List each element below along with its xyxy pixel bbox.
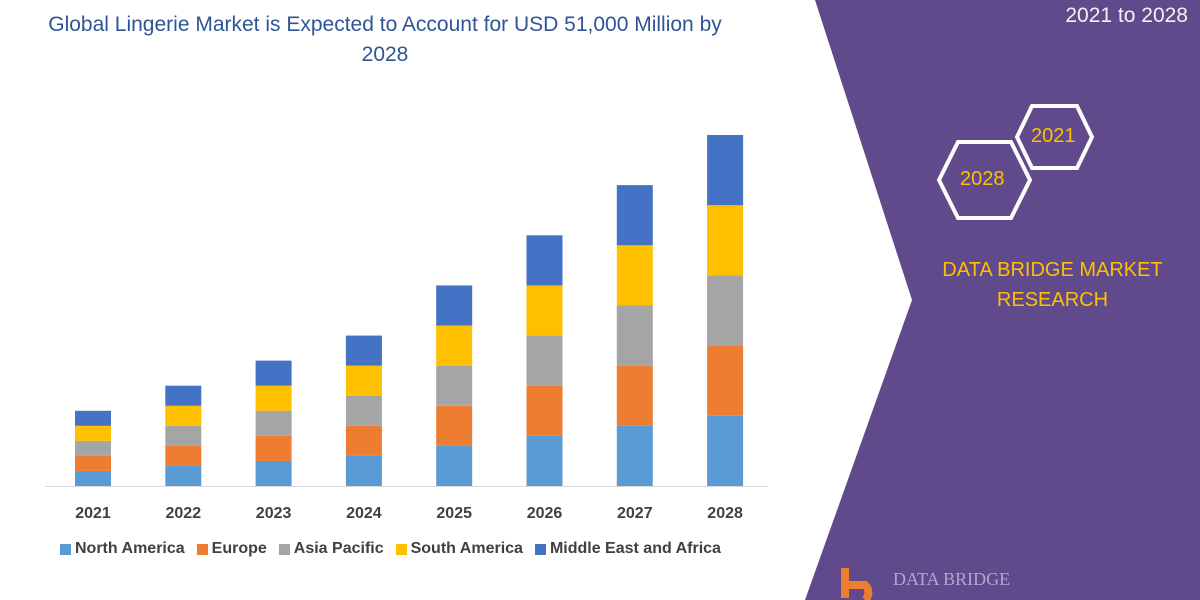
bar-2025-europe [436, 405, 473, 446]
hexagon-2028-icon [936, 140, 1033, 220]
hex-label-2021: 2021 [1031, 125, 1076, 147]
bar-2026-asia-pacific [526, 335, 563, 386]
bar-2024-asia-pacific [345, 395, 382, 426]
bar-2025-north-america [436, 445, 473, 486]
legend: North America Europe Asia Pacific South Ame… [60, 540, 721, 558]
bar-2021-south-america [75, 425, 111, 441]
bar-2024-north-america [345, 455, 382, 486]
legend-label: North America [75, 540, 185, 557]
hexagon-2021-icon [1014, 104, 1095, 170]
bar-2025-middle-east-and-africa [436, 285, 473, 326]
x-tick-label: 2025 [436, 505, 472, 522]
legend-label: Europe [211, 540, 267, 557]
bar-2025-south-america [436, 325, 473, 366]
legend-item: South America [395, 540, 523, 558]
bar-2028-middle-east-and-africa [707, 135, 744, 206]
bar-2022-asia-pacific [165, 425, 202, 446]
brand-name: DATA BRIDGE MARKET RESEARCH [942, 259, 1163, 311]
bar-2021-middle-east-and-africa [75, 410, 111, 426]
purple-panel-shape [805, 0, 1200, 600]
bar-2022-north-america [165, 465, 202, 486]
x-tick-label: 2028 [707, 505, 743, 522]
legend-item: Europe [196, 540, 267, 558]
x-tick-label: 2024 [346, 505, 382, 522]
data-bridge-logo: DATA BRIDGE [841, 568, 1010, 600]
legend-swatch [60, 543, 71, 555]
period-text: 2021 to 2028 [1065, 4, 1188, 27]
bar-2027-south-america [616, 245, 653, 306]
bar-2023-asia-pacific [255, 410, 292, 436]
bar-2024-south-america [345, 365, 382, 396]
stacked-bar-chart: 2021 2022 2023 2024 2025 2026 2027 2028 [45, 135, 768, 522]
bar-2027-north-america [616, 425, 653, 486]
bar-2026-middle-east-and-africa [526, 235, 563, 286]
hex-label-2028: 2028 [960, 168, 1005, 190]
bar-2021-asia-pacific [75, 440, 111, 456]
legend-label: Middle East and Africa [549, 540, 721, 557]
bar-2027-asia-pacific [616, 305, 653, 366]
bar-2022-south-america [165, 405, 202, 426]
bar-2028-asia-pacific [707, 275, 744, 346]
legend-label: Asia Pacific [293, 540, 384, 557]
x-tick-label: 2022 [166, 505, 202, 522]
bar-2024-middle-east-and-africa [345, 335, 382, 366]
x-tick-label: 2021 [75, 505, 111, 522]
legend-swatch [278, 543, 290, 555]
bar-2028-europe [707, 345, 744, 416]
legend-item: Middle East and Africa [534, 540, 721, 558]
bar-2022-europe [165, 445, 202, 466]
bar-2028-north-america [707, 415, 744, 486]
x-tick-label: 2023 [256, 505, 292, 522]
bar-2026-south-america [526, 285, 563, 336]
bar-2023-europe [255, 435, 292, 461]
bar-2025-asia-pacific [436, 365, 473, 406]
bar-2026-north-america [526, 435, 563, 486]
legend-item: North America [60, 540, 185, 558]
bar-2026-europe [526, 385, 563, 436]
x-tick-label: 2026 [527, 505, 563, 522]
legend-label: South America [410, 540, 523, 557]
bar-2027-middle-east-and-africa [616, 185, 653, 246]
bar-2028-south-america [707, 205, 744, 276]
legend-swatch [534, 543, 546, 555]
bar-2023-south-america [255, 385, 292, 411]
chart-title: Global Lingerie Market is Expected to Ac… [48, 13, 722, 66]
legend-swatch [196, 543, 208, 555]
legend-item: Asia Pacific [278, 540, 384, 558]
bar-2021-north-america [75, 470, 111, 486]
legend-swatch [395, 543, 407, 555]
logo-text: DATA BRIDGE [893, 569, 1010, 589]
x-tick-label: 2027 [617, 505, 653, 522]
bar-2027-europe [616, 365, 653, 426]
bar-2023-north-america [255, 460, 292, 486]
bar-2022-middle-east-and-africa [165, 385, 202, 406]
bar-2021-europe [75, 455, 111, 471]
bar-2024-europe [345, 425, 382, 456]
bar-2023-middle-east-and-africa [255, 360, 292, 386]
